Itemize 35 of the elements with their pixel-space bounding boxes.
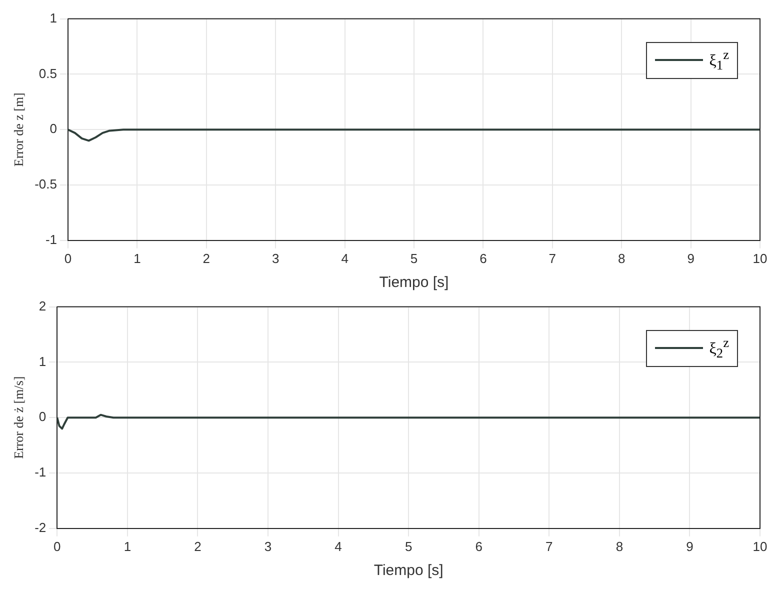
x-tick-label: 10 [752, 250, 768, 266]
x-tick-label: 9 [687, 250, 694, 266]
x-axis-title: Tiempo [s] [374, 562, 444, 580]
x-tick-label: 4 [341, 250, 348, 266]
y-tick-label: 0.5 [38, 66, 57, 81]
y-axis-title: Error de ż [m/s] [11, 376, 26, 459]
y-tick-label: 0 [38, 409, 46, 424]
x-tick-label: 7 [548, 250, 556, 266]
y-axis-title: Error de z [m] [11, 92, 26, 167]
x-tick-label: 2 [202, 250, 210, 266]
x-tick-label: 6 [475, 538, 482, 554]
x-tick-label: 7 [546, 538, 553, 554]
x-tick-label: 1 [134, 250, 141, 266]
x-tick-label: 8 [616, 538, 624, 554]
x-tick-label: 8 [618, 250, 626, 266]
x-tick-label: 5 [404, 538, 412, 554]
y-tick-label: 1 [50, 10, 57, 26]
y-tick-label: 0 [50, 121, 57, 136]
x-tick-label: 9 [686, 538, 694, 554]
y-tick-label: -1 [45, 232, 57, 247]
x-tick-label: 0 [64, 250, 72, 266]
x-tick-label: 3 [272, 250, 280, 266]
x-tick-label: 1 [124, 538, 132, 554]
y-tick-label: -0.5 [34, 176, 57, 192]
x-tick-label: 6 [480, 250, 487, 266]
x-tick-label: 5 [410, 250, 418, 266]
x-axis-title: Tiempo [s] [379, 274, 449, 292]
x-tick-label: 10 [752, 538, 768, 554]
y-tick-label: 1 [38, 354, 46, 369]
x-tick-label: 2 [194, 538, 202, 554]
x-tick-label: 3 [264, 538, 272, 554]
x-tick-label: 4 [334, 538, 342, 554]
y-tick-label: 2 [38, 298, 46, 314]
y-tick-label: -1 [34, 464, 46, 480]
y-tick-label: -2 [34, 520, 46, 535]
